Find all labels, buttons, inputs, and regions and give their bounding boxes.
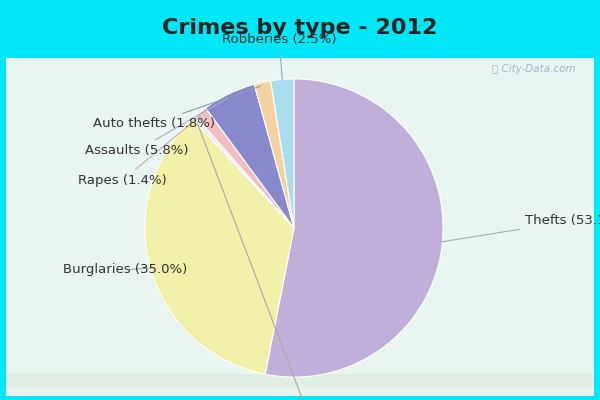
Wedge shape xyxy=(206,84,294,228)
Wedge shape xyxy=(145,119,294,374)
Bar xyxy=(6,383,594,394)
Bar xyxy=(6,374,594,386)
Bar xyxy=(6,379,594,390)
Text: ⓘ City-Data.com: ⓘ City-Data.com xyxy=(492,64,575,74)
Text: Auto thefts (1.8%): Auto thefts (1.8%) xyxy=(93,86,260,130)
Bar xyxy=(6,381,594,393)
Text: Thefts (53.1%): Thefts (53.1%) xyxy=(442,214,600,242)
Bar xyxy=(6,376,594,388)
Wedge shape xyxy=(196,108,294,228)
Bar xyxy=(6,58,594,396)
Bar xyxy=(6,378,594,390)
Bar xyxy=(6,378,594,389)
Bar xyxy=(6,376,594,387)
Wedge shape xyxy=(265,79,443,377)
Bar xyxy=(6,382,594,393)
Bar xyxy=(6,374,594,386)
Bar xyxy=(6,381,594,392)
Bar xyxy=(6,381,594,392)
Wedge shape xyxy=(271,79,294,228)
Bar xyxy=(6,375,594,387)
Wedge shape xyxy=(254,81,294,228)
Wedge shape xyxy=(193,116,294,228)
Bar xyxy=(6,375,594,386)
Bar xyxy=(6,377,594,388)
Bar xyxy=(6,374,594,385)
Text: Arson (0.4%): Arson (0.4%) xyxy=(197,122,359,400)
Bar xyxy=(6,385,594,396)
Bar xyxy=(6,384,594,395)
Bar xyxy=(6,382,594,394)
Text: Crimes by type - 2012: Crimes by type - 2012 xyxy=(163,18,437,38)
Bar xyxy=(6,376,594,387)
Bar xyxy=(6,382,594,393)
Bar xyxy=(6,378,594,389)
Text: Robberies (2.5%): Robberies (2.5%) xyxy=(222,33,337,80)
Bar xyxy=(6,380,594,391)
Text: Burglaries (35.0%): Burglaries (35.0%) xyxy=(63,263,187,276)
Bar xyxy=(6,383,594,394)
Text: Assaults (5.8%): Assaults (5.8%) xyxy=(85,98,228,157)
Bar xyxy=(6,379,594,390)
Bar xyxy=(6,377,594,388)
Text: Rapes (1.4%): Rapes (1.4%) xyxy=(78,116,200,187)
Bar xyxy=(6,380,594,391)
Bar xyxy=(6,380,594,392)
Bar xyxy=(6,384,594,396)
Bar xyxy=(6,384,594,395)
